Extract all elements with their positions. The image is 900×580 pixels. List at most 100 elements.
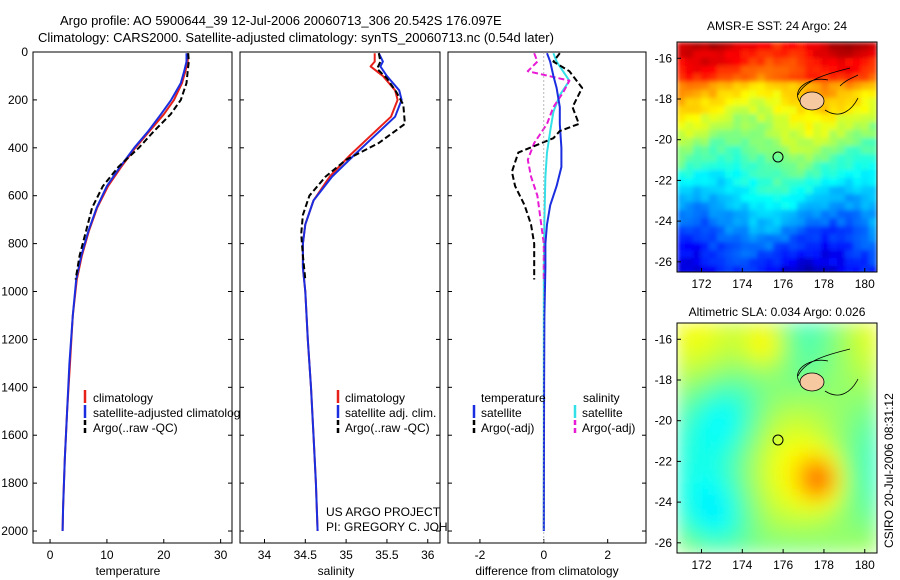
sst-map-cell bbox=[693, 266, 702, 272]
sst-map-cell bbox=[781, 186, 790, 195]
sst-map-cell bbox=[709, 266, 718, 272]
sst-map-cell bbox=[677, 162, 686, 171]
satellite-line bbox=[61, 53, 188, 532]
sla-map-cell bbox=[837, 483, 848, 494]
sla-map-cell bbox=[777, 343, 788, 354]
sla-map-cell bbox=[797, 403, 808, 414]
x-tick-label: 20 bbox=[157, 548, 171, 562]
x-tick-label: 36 bbox=[421, 548, 435, 562]
sst-map-cell bbox=[757, 226, 766, 235]
sst-map-cell bbox=[749, 266, 758, 272]
sst-map-cell bbox=[685, 242, 694, 251]
y-tick-label: 1600 bbox=[1, 428, 28, 442]
sst-map-title: AMSR-E SST: 24 Argo: 24 bbox=[707, 19, 847, 33]
sla-map-cell bbox=[697, 473, 708, 484]
sst-map-cell bbox=[757, 82, 766, 91]
y-tick-label: 1000 bbox=[1, 285, 28, 299]
sla-map-cell bbox=[847, 523, 858, 534]
sst-map-cell bbox=[733, 186, 742, 195]
sla-map-cell bbox=[847, 493, 858, 504]
sst-map-cell bbox=[765, 218, 774, 227]
sst-map-cell bbox=[749, 58, 758, 67]
sst-map-cell bbox=[845, 154, 854, 163]
sla-map-cell bbox=[727, 383, 738, 394]
sst-map-cell bbox=[837, 42, 846, 51]
sla-map-cell bbox=[827, 353, 838, 364]
sla-map-cell bbox=[837, 383, 848, 394]
sst-map-cell bbox=[837, 74, 846, 83]
sla-map-cell bbox=[807, 423, 818, 434]
sst-map-cell bbox=[845, 130, 854, 139]
sst-map-cell bbox=[709, 258, 718, 267]
sst-map-cell bbox=[749, 194, 758, 203]
map-x-tick-label: 178 bbox=[814, 558, 834, 572]
sst-map-cell bbox=[685, 178, 694, 187]
sst-map-cell bbox=[805, 122, 814, 131]
sst-map-cell bbox=[757, 258, 766, 267]
sla-map-cell bbox=[787, 403, 798, 414]
sst-map-cell bbox=[861, 154, 870, 163]
sla-map-cell bbox=[827, 373, 838, 384]
sst-map-cell bbox=[869, 234, 877, 243]
sst-map-cell bbox=[749, 162, 758, 171]
sla-map-cell bbox=[677, 353, 688, 364]
sst-map-cell bbox=[685, 266, 694, 272]
sst-map-cell bbox=[813, 162, 822, 171]
sst-map-cell bbox=[725, 58, 734, 67]
sst-map-cell bbox=[717, 218, 726, 227]
sst-map-cell bbox=[765, 106, 774, 115]
sst-map-cell bbox=[709, 58, 718, 67]
sla-map-cell bbox=[857, 543, 868, 553]
sst-map-cell bbox=[861, 194, 870, 203]
sla-map-cell bbox=[727, 443, 738, 454]
sla-map-cell bbox=[717, 323, 728, 334]
sla-map-cell bbox=[837, 453, 848, 464]
sla-map-cell bbox=[737, 343, 748, 354]
sst-map-cell bbox=[741, 242, 750, 251]
sst-map-cell bbox=[749, 90, 758, 99]
sla-map-cell bbox=[707, 433, 718, 444]
sla-map-cell bbox=[787, 433, 798, 444]
sst-map-cell bbox=[869, 186, 877, 195]
sst-map-cell bbox=[837, 178, 846, 187]
sst-map-cell bbox=[709, 162, 718, 171]
map-x-tick-label: 180 bbox=[855, 558, 875, 572]
sst-map-cell bbox=[869, 266, 877, 272]
sst-map-cell bbox=[693, 66, 702, 75]
sla-map-cell bbox=[757, 473, 768, 484]
sst-map-cell bbox=[853, 42, 862, 51]
sla-map-cell bbox=[687, 383, 698, 394]
sla-map-cell bbox=[797, 323, 808, 334]
sst-map-cell bbox=[765, 242, 774, 251]
sst-map-cell bbox=[861, 218, 870, 227]
sst-map-cell bbox=[685, 218, 694, 227]
sla-map-cell bbox=[837, 513, 848, 524]
sst-map-cell bbox=[853, 226, 862, 235]
sla-map-cell bbox=[777, 423, 788, 434]
sla-map-cell bbox=[707, 373, 718, 384]
sla-map-cell bbox=[727, 453, 738, 464]
map-x-tick-label: 176 bbox=[773, 558, 793, 572]
difference-legend: temperature salinity satellite Argo(-adj… bbox=[472, 391, 635, 435]
sla-map-cell bbox=[757, 353, 768, 364]
sla-map-cell bbox=[837, 333, 848, 344]
sla-map-cell bbox=[737, 513, 748, 524]
sla-map-cell bbox=[777, 383, 788, 394]
sla-map-cell bbox=[747, 363, 758, 374]
sla-map-cell bbox=[747, 453, 758, 464]
sst-map-cell bbox=[829, 154, 838, 163]
sla-map-cell bbox=[767, 453, 778, 464]
sst-map-cell bbox=[749, 226, 758, 235]
sst-map-cell bbox=[845, 242, 854, 251]
sla-map-cell bbox=[857, 393, 868, 404]
sst-map-cell bbox=[845, 50, 854, 59]
sst-map-cell bbox=[821, 98, 830, 107]
sla-map-cell bbox=[697, 493, 708, 504]
sla-map-cell bbox=[737, 493, 748, 504]
sst-map-cell bbox=[781, 218, 790, 227]
sst-map-cell bbox=[701, 42, 710, 51]
sla-map-cell bbox=[747, 383, 758, 394]
sla-map-cell bbox=[677, 513, 688, 524]
x-tick-label: 34.5 bbox=[294, 548, 318, 562]
sst-map-cell bbox=[813, 130, 822, 139]
